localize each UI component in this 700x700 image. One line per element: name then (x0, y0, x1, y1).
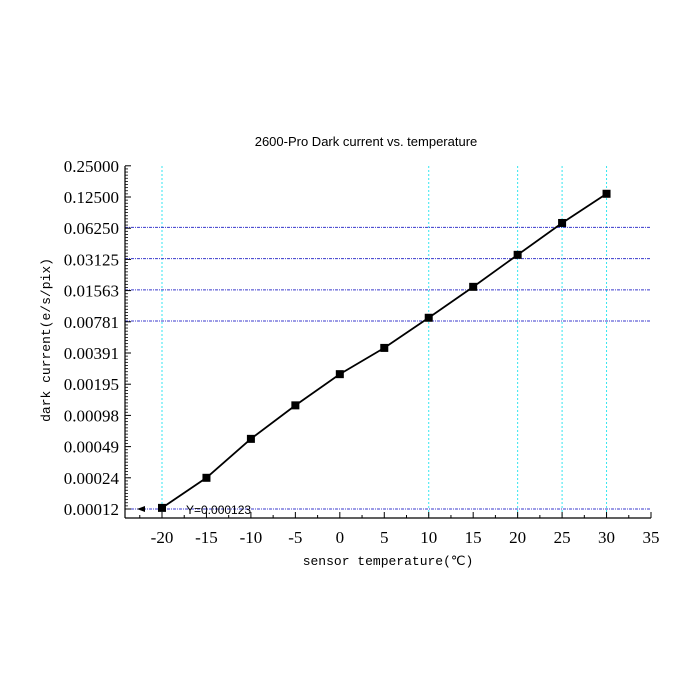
annotation-label: Y=0.000123 (186, 503, 251, 517)
x-axis-ticks: -20 -15 -10 -5 0 5 10 15 20 25 30 35 (139, 512, 660, 547)
data-point-marker (513, 250, 522, 259)
y-axis-ticks: 0.00012 0.00024 0.00049 0.00098 0.00195 0.003… (64, 157, 131, 519)
x-tick-label: 25 (554, 528, 571, 547)
data-point-marker (158, 503, 166, 512)
data-point-marker (469, 282, 478, 291)
y-tick-label: 0.00049 (64, 438, 119, 457)
data-point-marker (291, 401, 300, 410)
data-point-marker (424, 313, 433, 322)
y-tick-label: 0.00098 (64, 406, 119, 425)
data-series (158, 189, 611, 512)
data-point-marker (335, 370, 344, 379)
x-tick-label: -20 (151, 528, 174, 547)
y-tick-label: 0.03125 (64, 250, 119, 269)
y-tick-label: 0.00024 (64, 469, 120, 488)
arrow-icon (137, 506, 145, 512)
annotation: Y=0.000123 (137, 503, 251, 517)
y-tick-label: 0.00195 (64, 375, 119, 394)
data-point-marker (558, 218, 567, 227)
y-tick-label: 0.00012 (64, 500, 119, 519)
y-tick-label: 0.00391 (64, 344, 119, 363)
y-axis-label: dark current(e/s/pix) (39, 258, 54, 422)
axes (124, 166, 651, 519)
chart-title: 2600-Pro Dark current vs. temperature (255, 134, 478, 149)
y-tick-label: 0.12500 (64, 188, 119, 207)
data-point-marker (380, 343, 389, 352)
x-tick-label: 30 (598, 528, 615, 547)
x-tick-label: -10 (240, 528, 263, 547)
x-tick-label: -15 (195, 528, 218, 547)
data-point-marker (202, 473, 211, 482)
data-point-marker (602, 189, 611, 198)
x-tick-label: 5 (380, 528, 389, 547)
y-tick-label: 0.01563 (64, 282, 119, 301)
x-tick-label: 35 (643, 528, 660, 547)
y-tick-label: 0.00781 (64, 313, 119, 332)
y-tick-label: 0.06250 (64, 219, 119, 238)
x-tick-label: -5 (288, 528, 302, 547)
y-tick-label: 0.25000 (64, 157, 119, 176)
x-tick-label: 20 (509, 528, 526, 547)
grid-lines (125, 166, 651, 518)
x-tick-label: 0 (336, 528, 345, 547)
x-tick-label: 15 (465, 528, 482, 547)
x-axis-label: sensor temperature(℃) (303, 554, 474, 569)
x-tick-label: 10 (420, 528, 437, 547)
data-point-marker (246, 434, 255, 443)
